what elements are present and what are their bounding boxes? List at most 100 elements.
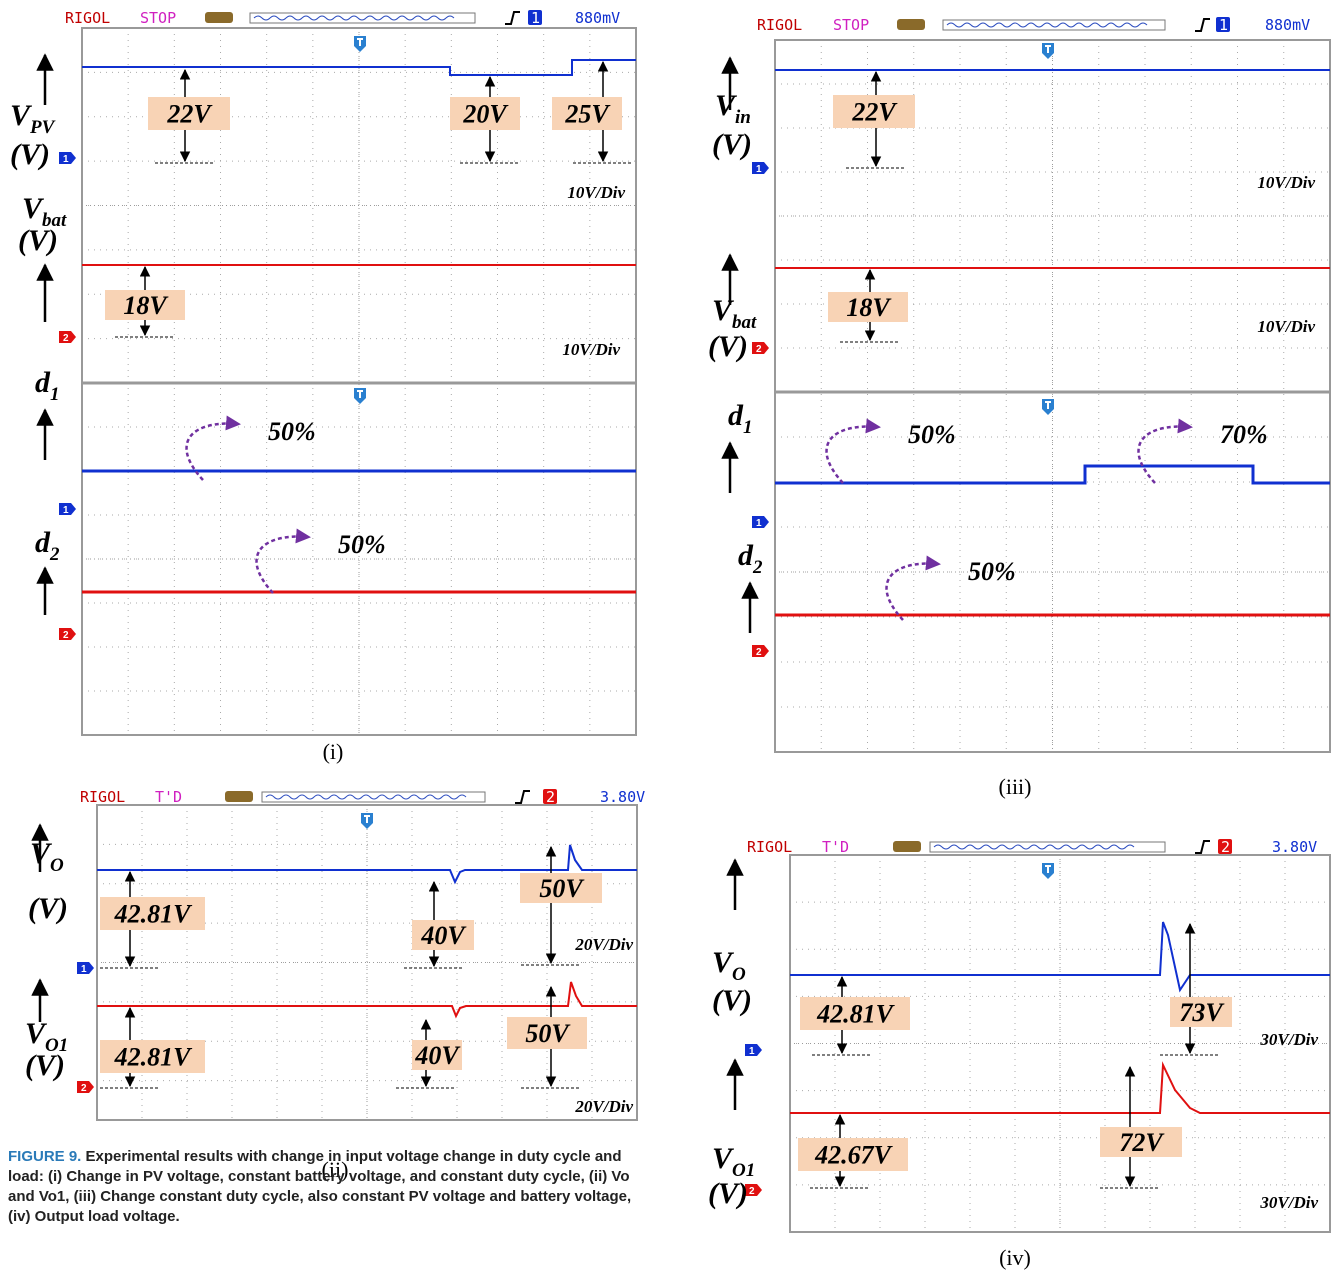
figure: RIGOLSTOP1880mV1212VPV(V)Vbat(V)d1d222V2…	[0, 0, 1332, 1277]
reading: 25V	[564, 100, 611, 129]
reading: 50V	[539, 874, 585, 903]
trigger-edge-icon	[515, 791, 530, 803]
channel-marker-label: 1	[63, 505, 69, 516]
signal-label: VO	[712, 946, 746, 985]
scale-label: 20V/Div	[574, 1097, 633, 1116]
duty-label: 50%	[338, 530, 386, 559]
trigger-channel: 2	[546, 788, 555, 806]
status: STOP	[833, 16, 869, 34]
caption-text: Experimental results with change in inpu…	[8, 1148, 631, 1225]
scale-label: 10V/Div	[567, 183, 625, 202]
trigger-channel: 1	[531, 9, 540, 27]
timeline	[262, 792, 485, 802]
brand: RIGOL	[757, 16, 802, 34]
signal-unit: (V)	[25, 1049, 65, 1082]
signal-label: VO	[30, 837, 64, 876]
signal-label: VPV	[10, 99, 56, 138]
signal-subscript: 2	[49, 544, 60, 565]
signal-symbol: d	[35, 366, 51, 399]
reading: 42.81V	[816, 1000, 896, 1029]
channel-marker-label: 1	[756, 164, 762, 175]
signal-label: d2	[35, 526, 60, 565]
status: T'D	[155, 788, 182, 806]
duty-arrow	[887, 564, 938, 620]
channel-marker-label: 2	[63, 630, 69, 641]
reading: 42.81V	[114, 900, 194, 929]
signal-subscript: PV	[29, 117, 56, 138]
timeline-wave	[947, 23, 1147, 27]
channel-marker-label: 1	[756, 518, 762, 529]
trace	[97, 982, 637, 1016]
duty-label: 50%	[268, 417, 316, 446]
channel-marker-label: 2	[749, 1186, 755, 1197]
brand: RIGOL	[65, 9, 110, 27]
reading: 40V	[414, 1041, 461, 1070]
scale-label: 10V/Div	[1257, 317, 1315, 336]
signal-label: Vbat	[712, 294, 757, 333]
channel-marker-label: 1	[63, 154, 69, 165]
trigger-channel: 1	[1219, 16, 1228, 34]
timeline	[250, 13, 475, 23]
trigger-edge-icon	[505, 12, 520, 24]
panel-label: (i)	[323, 739, 344, 764]
duty-arrow	[1139, 427, 1190, 483]
channel-marker-label: 2	[756, 344, 762, 355]
reading: 72V	[1119, 1128, 1165, 1157]
signal-unit: (V)	[18, 224, 58, 257]
probe-icon	[897, 19, 925, 30]
timeline-wave	[266, 795, 466, 799]
scale-label: 30V/Div	[1259, 1030, 1318, 1049]
timeline-wave	[254, 16, 454, 20]
reading: 42.67V	[814, 1141, 894, 1170]
signal-symbol: d	[728, 399, 744, 432]
timeline-wave	[934, 845, 1134, 849]
trigger-level: 880mV	[1265, 16, 1310, 34]
trigger-level: 3.80V	[600, 788, 645, 806]
reading: 22V	[851, 98, 898, 127]
signal-unit: (V)	[10, 138, 50, 171]
caption-tag: FIGURE 9.	[8, 1148, 81, 1165]
trigger-level: 3.80V	[1272, 838, 1317, 856]
brand: RIGOL	[747, 838, 792, 856]
duty-arrow	[827, 427, 878, 483]
signal-unit: (V)	[708, 1177, 748, 1210]
page: RIGOLSTOP1880mV1212VPV(V)Vbat(V)d1d222V2…	[0, 0, 1332, 1277]
scale-label: 10V/Div	[1257, 173, 1315, 192]
panel-label: (iv)	[999, 1245, 1031, 1270]
status: T'D	[822, 838, 849, 856]
channel-marker-label: 2	[81, 1083, 87, 1094]
caption: FIGURE 9. Experimental results with chan…	[8, 1147, 648, 1227]
trigger-level: 880mV	[575, 9, 620, 27]
reading: 50V	[525, 1019, 571, 1048]
duty-label: 50%	[968, 557, 1016, 586]
channel-marker-label: 2	[63, 333, 69, 344]
probe-icon	[225, 791, 253, 802]
signal-subscript: 1	[50, 384, 60, 405]
channel-marker-label: 2	[756, 647, 762, 658]
reading: 22V	[166, 100, 213, 129]
reading: 42.81V	[114, 1043, 194, 1072]
duty-label: 70%	[1220, 420, 1268, 449]
trigger-channel: 2	[1221, 838, 1230, 856]
probe-icon	[893, 841, 921, 852]
scale-label: 30V/Div	[1259, 1193, 1318, 1212]
signal-symbol: d	[738, 539, 754, 572]
signal-subscript: 1	[743, 417, 753, 438]
reading: 18V	[123, 291, 169, 320]
signal-label: Vin	[715, 89, 751, 128]
channel-marker-label: 1	[81, 964, 87, 975]
channel-marker-label: 1	[749, 1046, 755, 1057]
trigger-edge-icon	[1195, 19, 1210, 31]
signal-subscript: O	[50, 855, 64, 876]
signal-label: d1	[35, 366, 60, 405]
reading: 73V	[1179, 998, 1225, 1027]
signal-label: VO1	[712, 1142, 755, 1181]
signal-unit: (V)	[712, 128, 752, 161]
duty-label: 50%	[908, 420, 956, 449]
panel-label: (iii)	[999, 774, 1032, 799]
scale-label: 10V/Div	[562, 340, 620, 359]
scale-label: 20V/Div	[574, 935, 633, 954]
signal-subscript: 2	[752, 557, 763, 578]
signal-subscript: O	[732, 964, 746, 985]
timeline	[930, 842, 1165, 852]
